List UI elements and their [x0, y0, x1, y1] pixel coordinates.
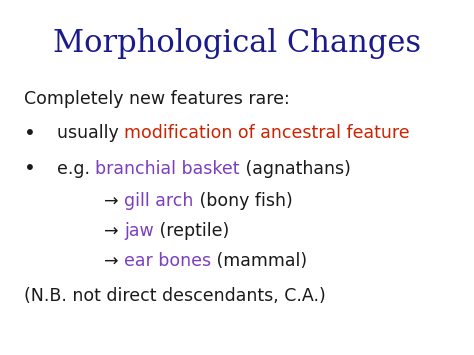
Text: (mammal): (mammal)	[211, 252, 308, 270]
Text: Morphological Changes: Morphological Changes	[53, 28, 421, 59]
Text: •: •	[24, 159, 36, 178]
Text: gill arch: gill arch	[124, 192, 194, 209]
Text: •: •	[24, 124, 36, 143]
Text: Completely new features rare:: Completely new features rare:	[24, 91, 290, 108]
Text: modification of ancestral feature: modification of ancestral feature	[124, 124, 410, 142]
Text: jaw: jaw	[124, 222, 154, 240]
Text: (agnathans): (agnathans)	[240, 160, 351, 178]
Text: (bony fish): (bony fish)	[194, 192, 292, 209]
Text: (reptile): (reptile)	[154, 222, 229, 240]
Text: e.g.: e.g.	[57, 160, 95, 178]
Text: branchial basket: branchial basket	[95, 160, 240, 178]
Text: (N.B. not direct descendants, C.A.): (N.B. not direct descendants, C.A.)	[24, 288, 326, 305]
Text: →: →	[104, 252, 124, 270]
Text: →: →	[104, 222, 124, 240]
Text: →: →	[104, 192, 124, 209]
Text: ear bones: ear bones	[124, 252, 211, 270]
Text: usually: usually	[57, 124, 124, 142]
